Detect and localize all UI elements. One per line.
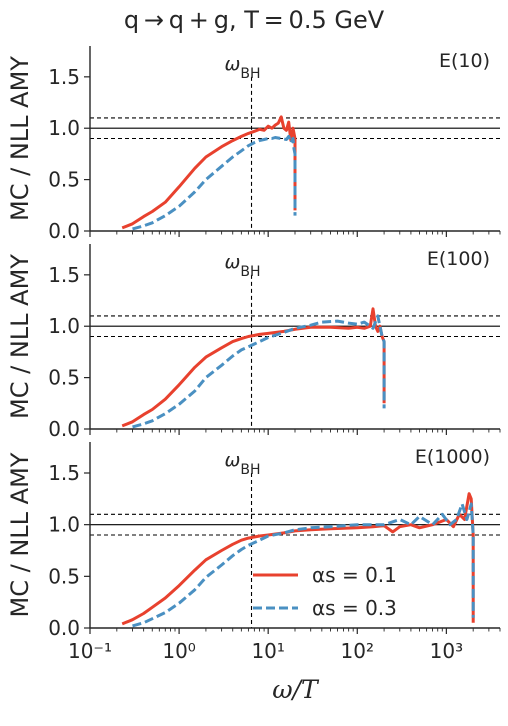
y-axis-label: MC / NLL AMY	[6, 452, 34, 617]
panel-1: ωBH E(10) 0.0 0.5 1.0 1.5 MC / NLL AMY	[6, 46, 501, 243]
series-line-alpha-0-1	[121, 115, 297, 230]
panel-label: E(10)	[439, 50, 490, 72]
series-line-alpha-0-3	[132, 502, 475, 628]
legend-label: αs = 0.3	[312, 596, 397, 620]
vline-label: ωBH	[225, 53, 261, 82]
y-tick-label: 0.0	[48, 616, 80, 640]
x-tick-label: 10²	[341, 639, 374, 663]
y-tick-label: 0.5	[48, 366, 80, 390]
vline-label: ωBH	[225, 449, 261, 478]
series-line-alpha-0-3	[132, 134, 297, 231]
legend: αs = 0.1 αs = 0.3	[253, 563, 397, 620]
panel-label: E(100)	[427, 248, 490, 270]
series-line-alpha-0-1	[121, 307, 386, 428]
panel-label: E(1000)	[415, 446, 490, 468]
series-line-alpha-0-3	[132, 314, 386, 429]
series-line-alpha-0-1	[121, 492, 475, 626]
figure-title: q → q + g, T = 0.5 GeV	[124, 6, 385, 34]
legend-label: αs = 0.1	[312, 563, 397, 587]
panel-3: ωBH E(1000) 0.0 0.5 1.0 1.5 10⁻¹ 10⁰ 10¹ 10² 10³ MC…	[6, 442, 501, 663]
x-tick-label: 10¹	[251, 639, 284, 663]
y-tick-label: 0.5	[48, 168, 80, 192]
y-axis-label: MC / NLL AMY	[6, 56, 34, 221]
y-tick-label: 0.0	[48, 219, 80, 243]
y-tick-label: 1.0	[48, 116, 80, 140]
x-tick-label: 10⁰	[162, 639, 195, 663]
panel-2: ωBH E(100) 0.0 0.5 1.0 1.5 MC / NLL AMY	[6, 244, 501, 441]
y-tick-label: 1.0	[48, 314, 80, 338]
x-tick-label: 10³	[430, 639, 463, 663]
y-tick-label: 1.5	[48, 263, 80, 287]
y-tick-label: 1.0	[48, 513, 80, 537]
panels-group: ωBH E(10) 0.0 0.5 1.0 1.5 MC / NLL AMY ωBH E(100…	[6, 46, 501, 663]
vline-label: ωBH	[225, 251, 261, 280]
x-axis-label: ω/T	[272, 675, 320, 704]
x-tick-label: 10⁻¹	[68, 639, 112, 663]
y-tick-label: 1.5	[48, 461, 80, 485]
y-tick-label: 0.0	[48, 417, 80, 441]
y-axis-label: MC / NLL AMY	[6, 254, 34, 419]
y-tick-label: 0.5	[48, 564, 80, 588]
y-tick-label: 1.5	[48, 65, 80, 89]
